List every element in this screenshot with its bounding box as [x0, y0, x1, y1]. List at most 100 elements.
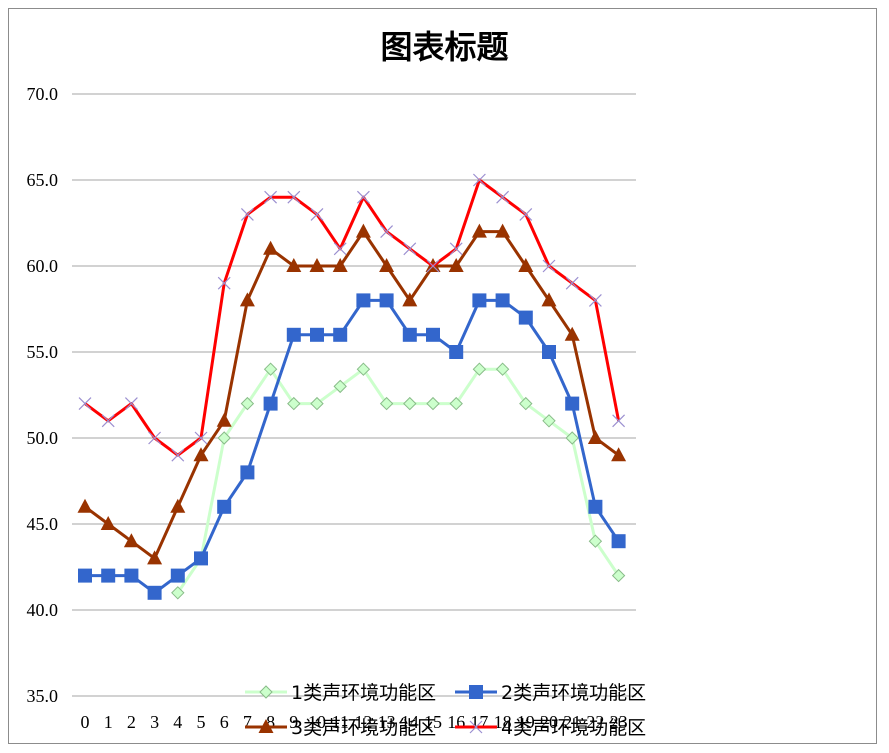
x-tick-label: 1 [104, 712, 113, 732]
x-axis-ticks: 0 1 2 3 4 5 6 7 8 9 10 11 12 13 14 15 16 17 18 19 20 21 22 23 [81, 712, 628, 732]
data-point [194, 551, 208, 566]
y-tick-label: 50.0 [27, 428, 59, 448]
x-tick-label: 19 [517, 712, 535, 732]
data-point [495, 362, 510, 376]
data-point [356, 293, 371, 308]
data-point [310, 207, 324, 221]
data-point [78, 397, 92, 411]
data-point [542, 345, 556, 359]
data-point [287, 396, 301, 411]
chart-title: 图表标题 [380, 28, 509, 66]
data-point [356, 362, 371, 376]
data-point [240, 465, 255, 480]
x-tick-label: 17 [470, 712, 488, 732]
legend-label: 3类声环境功能区 [291, 717, 436, 739]
data-point [123, 533, 139, 548]
y-tick-label: 55.0 [27, 342, 59, 362]
data-point [469, 685, 483, 699]
x-tick-label: 0 [81, 712, 90, 732]
y-axis-ticks: 35.0 40.0 45.0 50.0 55.0 60.0 65.0 70.0 [27, 84, 59, 706]
data-point [449, 396, 463, 411]
data-point [333, 327, 348, 342]
data-point [333, 242, 347, 256]
data-point [310, 396, 324, 411]
data-point [171, 586, 185, 600]
data-point [193, 447, 209, 462]
data-point [612, 414, 626, 428]
series-2 [78, 293, 626, 600]
data-point [588, 534, 603, 548]
x-tick-label: 21 [563, 712, 581, 732]
data-point [472, 293, 487, 308]
legend-label: 4类声环境功能区 [501, 717, 646, 739]
data-point [287, 190, 301, 204]
data-point [402, 327, 417, 342]
x-tick-label: 8 [266, 712, 275, 732]
x-tick-label: 11 [332, 712, 349, 732]
data-point [469, 720, 483, 734]
data-point [217, 276, 231, 290]
legend-entry: 2类声环境功能区 [455, 682, 646, 704]
data-point [403, 242, 417, 256]
data-point [449, 345, 464, 359]
data-point [565, 276, 579, 290]
data-point [519, 396, 533, 411]
data-point [356, 190, 370, 204]
x-tick-label: 4 [173, 712, 182, 732]
data-point [124, 568, 139, 583]
series-line [84, 230, 620, 560]
chart-area [8, 8, 877, 744]
data-point [588, 499, 603, 514]
legend-entry: 3类声环境功能区 [245, 717, 436, 739]
data-point [240, 207, 254, 221]
data-point [542, 259, 556, 273]
data-point [564, 326, 580, 341]
data-point [402, 292, 418, 307]
x-tick-label: 3 [150, 712, 159, 732]
data-point [101, 414, 115, 428]
data-point [263, 396, 278, 411]
x-tick-label: 15 [424, 712, 442, 732]
y-tick-label: 35.0 [27, 686, 59, 706]
data-point [101, 568, 116, 583]
x-tick-label: 6 [220, 712, 229, 732]
data-point [403, 396, 417, 411]
data-point [565, 431, 579, 445]
data-point [426, 327, 440, 342]
data-point [611, 568, 626, 583]
y-tick-label: 65.0 [27, 170, 59, 190]
series-lines [77, 173, 627, 600]
data-point [588, 293, 602, 307]
data-point [239, 292, 255, 307]
legend: 1类声环境功能区 2类声环境功能区 3类声环境功能区 4类声环境功能区 [245, 682, 646, 739]
x-tick-label: 7 [243, 712, 252, 732]
data-point [263, 240, 279, 255]
data-point [259, 685, 273, 699]
data-point [333, 379, 347, 394]
data-point [264, 190, 278, 204]
data-point [147, 585, 162, 600]
data-point [426, 259, 440, 273]
data-point [258, 719, 274, 733]
data-point [495, 293, 510, 308]
data-point [286, 258, 302, 272]
data-point [541, 292, 557, 307]
legend-label: 2类声环境功能区 [501, 682, 646, 704]
x-tick-label: 5 [197, 712, 206, 732]
x-tick-label: 18 [494, 712, 512, 732]
x-tick-label: 2 [127, 712, 136, 732]
data-point [170, 498, 186, 513]
data-point [472, 173, 486, 187]
data-point [449, 242, 463, 256]
data-point [495, 223, 511, 238]
data-point [309, 258, 325, 272]
x-tick-label: 13 [378, 712, 396, 732]
data-point [286, 327, 301, 342]
data-point [472, 362, 487, 376]
data-point [124, 397, 138, 411]
series-3 [77, 223, 627, 565]
data-point [379, 293, 394, 308]
legend-label: 1类声环境功能区 [291, 682, 436, 704]
data-point [565, 396, 580, 411]
data-point [448, 258, 464, 272]
